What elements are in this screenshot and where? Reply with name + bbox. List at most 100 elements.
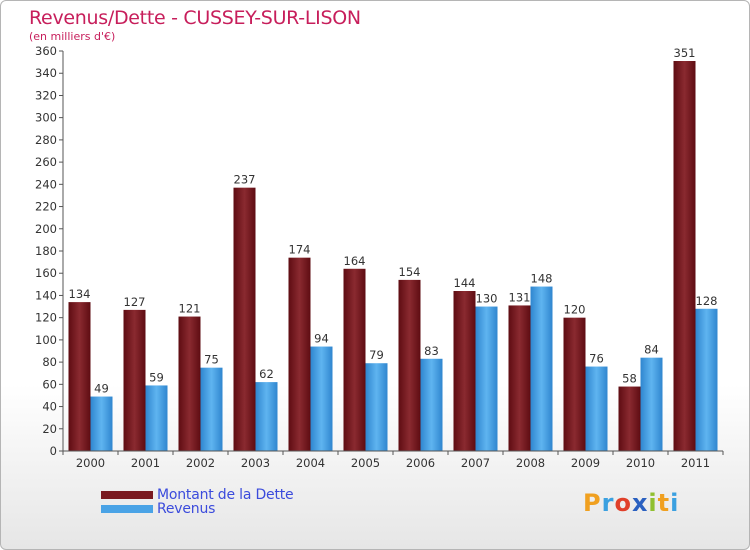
bar-dette-2001 bbox=[123, 309, 146, 451]
legend-swatch-dette bbox=[101, 491, 153, 499]
y-tick-label: 360 bbox=[35, 44, 57, 58]
bar-dette-2008 bbox=[508, 305, 531, 451]
y-tick-label: 300 bbox=[35, 111, 57, 125]
data-label-revenus-2010: 84 bbox=[644, 343, 659, 357]
logo-letter: r bbox=[601, 489, 615, 517]
bar-dette-2011 bbox=[673, 61, 696, 451]
data-label-revenus-2007: 130 bbox=[476, 292, 498, 306]
data-label-revenus-2006: 83 bbox=[424, 344, 439, 358]
data-label-dette-2006: 154 bbox=[399, 265, 421, 279]
x-tick-label: 2003 bbox=[241, 456, 270, 470]
bar-revenus-2008 bbox=[530, 286, 553, 451]
x-axis: 2000 2001 2002 2003 2004 2005 2006 2007 2008 2009… bbox=[62, 450, 724, 470]
data-label-revenus-2001: 59 bbox=[149, 370, 164, 384]
bar-revenus-2010 bbox=[640, 357, 663, 451]
y-tick-label: 240 bbox=[35, 177, 57, 191]
y-axis: 0 20 40 60 80 100 120 140 160 180 200 220 240 260 280 3… bbox=[35, 44, 64, 458]
data-label-revenus-2002: 75 bbox=[204, 353, 219, 367]
logo-letter: t bbox=[657, 489, 671, 517]
x-tick-label: 2004 bbox=[296, 456, 325, 470]
chart-title: Revenus/Dette - CUSSEY-SUR-LISON bbox=[29, 7, 361, 29]
bar-revenus-2006 bbox=[420, 358, 443, 451]
bar-revenus-2007 bbox=[475, 306, 498, 451]
bar-revenus-2009 bbox=[585, 366, 608, 451]
bars: 1344912759121752376217494164791548314413… bbox=[68, 46, 718, 451]
y-tick-label: 160 bbox=[35, 266, 57, 280]
bar-dette-2000 bbox=[68, 302, 91, 451]
x-tick-label: 2008 bbox=[516, 456, 545, 470]
x-tick-label: 2000 bbox=[76, 456, 105, 470]
logo-letter: o bbox=[614, 489, 632, 517]
data-label-revenus-2003: 62 bbox=[259, 367, 274, 381]
y-tick-label: 120 bbox=[35, 311, 57, 325]
y-tick-label: 180 bbox=[35, 244, 57, 258]
bar-dette-2005 bbox=[343, 268, 366, 451]
data-label-dette-2002: 121 bbox=[179, 302, 201, 316]
x-tick-label: 2002 bbox=[186, 456, 215, 470]
y-tick-label: 40 bbox=[42, 400, 57, 414]
bar-dette-2007 bbox=[453, 291, 476, 451]
x-tick-label: 2010 bbox=[626, 456, 655, 470]
legend-label-dette: Montant de la Dette bbox=[157, 487, 294, 503]
data-label-dette-2005: 164 bbox=[344, 254, 366, 268]
bar-revenus-2003 bbox=[255, 382, 278, 451]
logo-letter: P bbox=[583, 489, 602, 517]
data-label-revenus-2011: 128 bbox=[696, 294, 718, 308]
y-tick-label: 140 bbox=[35, 288, 57, 302]
x-tick-label: 2009 bbox=[571, 456, 600, 470]
data-label-revenus-2008: 148 bbox=[531, 272, 553, 286]
data-label-dette-2004: 174 bbox=[289, 243, 311, 257]
data-label-dette-2003: 237 bbox=[234, 173, 256, 187]
y-tick-label: 260 bbox=[35, 155, 57, 169]
bar-revenus-2002 bbox=[200, 367, 223, 451]
y-tick-label: 340 bbox=[35, 66, 57, 80]
legend-item-revenus: Revenus bbox=[101, 501, 216, 517]
data-label-revenus-2005: 79 bbox=[369, 348, 384, 362]
x-tick-label: 2001 bbox=[131, 456, 160, 470]
x-tick-label: 2007 bbox=[461, 456, 490, 470]
legend-item-dette: Montant de la Dette bbox=[101, 487, 294, 503]
data-label-revenus-2009: 76 bbox=[589, 352, 604, 366]
bar-dette-2006 bbox=[398, 279, 421, 451]
x-tick-label: 2005 bbox=[351, 456, 380, 470]
legend-label-revenus: Revenus bbox=[157, 501, 216, 517]
chart-subtitle: (en milliers d'€) bbox=[29, 30, 116, 43]
bar-dette-2009 bbox=[563, 317, 586, 451]
y-tick-label: 0 bbox=[50, 444, 57, 458]
legend-swatch-revenus bbox=[101, 505, 153, 513]
bar-dette-2010 bbox=[618, 386, 641, 451]
x-tick-label: 2011 bbox=[681, 456, 710, 470]
logo-letter: i bbox=[670, 489, 680, 517]
proxiti-logo: Proxiti bbox=[583, 489, 679, 517]
y-tick-label: 20 bbox=[42, 422, 57, 436]
bar-revenus-2001 bbox=[145, 385, 168, 451]
data-label-dette-2010: 58 bbox=[622, 372, 637, 386]
x-tick-label: 2006 bbox=[406, 456, 435, 470]
y-tick-label: 280 bbox=[35, 133, 57, 147]
bar-revenus-2000 bbox=[90, 396, 113, 451]
logo-letter: i bbox=[648, 489, 658, 517]
data-label-dette-2000: 134 bbox=[69, 287, 91, 301]
data-label-dette-2007: 144 bbox=[454, 276, 476, 290]
y-tick-label: 320 bbox=[35, 88, 57, 102]
bar-dette-2003 bbox=[233, 187, 256, 451]
y-tick-label: 100 bbox=[35, 333, 57, 347]
data-label-revenus-2000: 49 bbox=[94, 382, 109, 396]
y-tick-label: 200 bbox=[35, 222, 57, 236]
y-tick-label: 80 bbox=[42, 355, 57, 369]
data-label-dette-2011: 351 bbox=[674, 46, 696, 60]
bar-dette-2004 bbox=[288, 257, 311, 451]
bar-revenus-2005 bbox=[365, 363, 388, 451]
data-label-dette-2001: 127 bbox=[124, 295, 146, 309]
bar-dette-2002 bbox=[178, 316, 201, 451]
bar-revenus-2011 bbox=[695, 308, 718, 451]
logo-letter: x bbox=[631, 489, 649, 517]
data-label-dette-2009: 120 bbox=[564, 303, 586, 317]
data-label-dette-2008: 131 bbox=[509, 290, 531, 304]
y-tick-label: 220 bbox=[35, 200, 57, 214]
bar-revenus-2004 bbox=[310, 346, 333, 451]
y-tick-label: 60 bbox=[42, 377, 57, 391]
data-label-revenus-2004: 94 bbox=[314, 332, 329, 346]
